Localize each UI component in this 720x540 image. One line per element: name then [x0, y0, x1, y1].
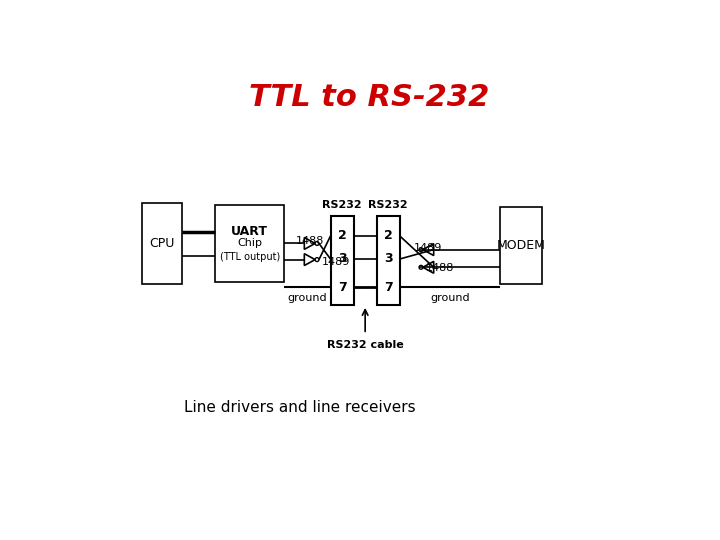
Text: UART: UART — [231, 225, 268, 238]
Text: RS232: RS232 — [323, 200, 362, 211]
Text: 3: 3 — [384, 253, 392, 266]
Polygon shape — [142, 204, 182, 284]
Text: 1488: 1488 — [295, 236, 324, 246]
Text: CPU: CPU — [149, 237, 174, 251]
Text: TTL to RS-232: TTL to RS-232 — [249, 83, 489, 112]
Polygon shape — [423, 261, 433, 273]
Text: (TTL output): (TTL output) — [220, 252, 280, 262]
Text: 2: 2 — [384, 230, 392, 242]
Text: ground: ground — [287, 294, 327, 303]
Polygon shape — [305, 238, 315, 249]
Text: RS232 cable: RS232 cable — [327, 340, 403, 350]
Text: 1489: 1489 — [414, 244, 443, 253]
Polygon shape — [215, 205, 284, 282]
Text: Chip: Chip — [237, 239, 262, 248]
Text: Line drivers and line receivers: Line drivers and line receivers — [184, 400, 416, 415]
Text: 1488: 1488 — [426, 264, 454, 273]
Text: ground: ground — [430, 294, 469, 303]
Text: 7: 7 — [338, 281, 346, 294]
Text: 2: 2 — [338, 230, 346, 242]
Text: 3: 3 — [338, 253, 346, 266]
Text: 1489: 1489 — [322, 257, 350, 267]
Text: 7: 7 — [384, 281, 392, 294]
Polygon shape — [330, 217, 354, 305]
Text: MODEM: MODEM — [497, 239, 546, 252]
Polygon shape — [500, 207, 542, 284]
Text: RS232: RS232 — [369, 200, 408, 211]
Polygon shape — [377, 217, 400, 305]
Polygon shape — [423, 244, 433, 255]
Polygon shape — [305, 254, 315, 266]
